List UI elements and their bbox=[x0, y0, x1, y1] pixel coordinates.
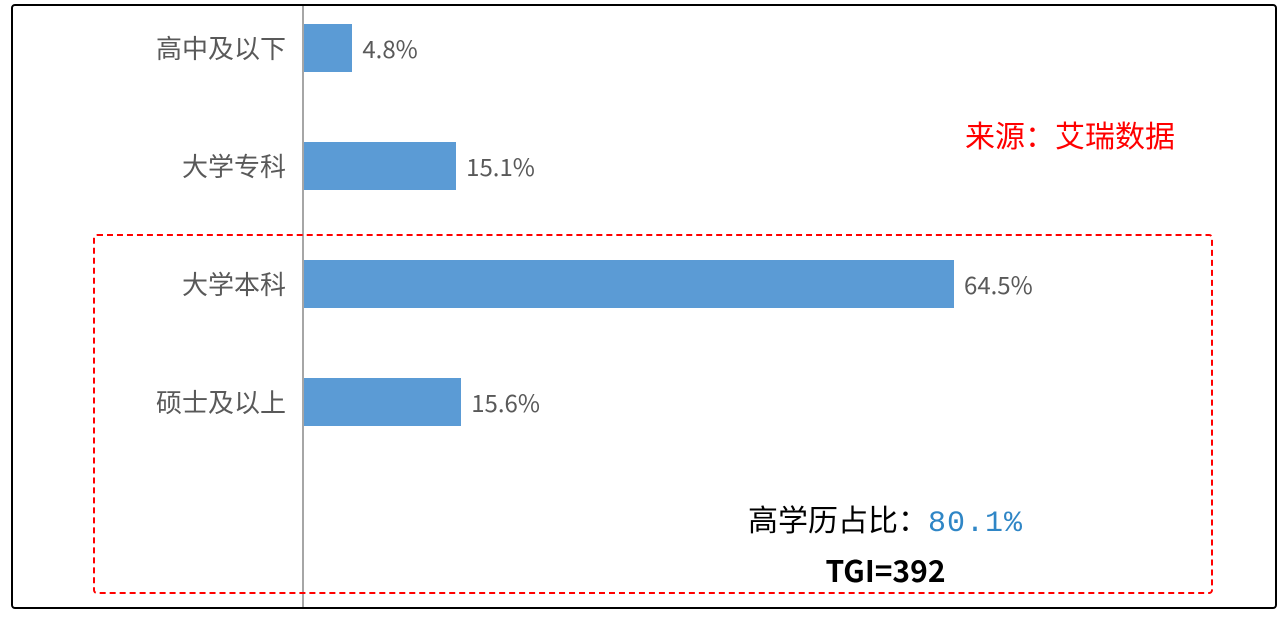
bar-row: 大学本科64.5% bbox=[304, 260, 1275, 308]
chart-frame: 来源：艾瑞数据 高中及以下4.8%大学专科15.1%大学本科64.5%硕士及以上… bbox=[11, 4, 1277, 609]
value-label: 15.6% bbox=[471, 378, 540, 426]
education-bar-chart: 来源：艾瑞数据 高中及以下4.8%大学专科15.1%大学本科64.5%硕士及以上… bbox=[13, 6, 1275, 607]
bar-row: 高中及以下4.8% bbox=[304, 24, 1275, 72]
category-label: 大学本科 bbox=[182, 260, 304, 308]
category-label: 高中及以下 bbox=[156, 24, 304, 72]
bar bbox=[304, 260, 954, 308]
callout-line-1: 高学历占比：80.1% bbox=[748, 496, 1023, 541]
value-label: 4.8% bbox=[362, 24, 417, 72]
value-label: 15.1% bbox=[466, 142, 535, 190]
callout-line2: TGI=392 bbox=[748, 547, 1023, 591]
bar bbox=[304, 142, 456, 190]
bar-row: 硕士及以上15.6% bbox=[304, 378, 1275, 426]
bar bbox=[304, 24, 352, 72]
category-label: 硕士及以上 bbox=[156, 378, 304, 426]
callout-line1-label: 高学历占比： bbox=[748, 496, 928, 540]
bar bbox=[304, 378, 461, 426]
callout-block: 高学历占比：80.1% TGI=392 bbox=[748, 496, 1023, 591]
value-label: 64.5% bbox=[964, 260, 1033, 308]
category-label: 大学专科 bbox=[182, 142, 304, 190]
bar-row: 大学专科15.1% bbox=[304, 142, 1275, 190]
callout-line1-value: 80.1% bbox=[928, 507, 1023, 541]
